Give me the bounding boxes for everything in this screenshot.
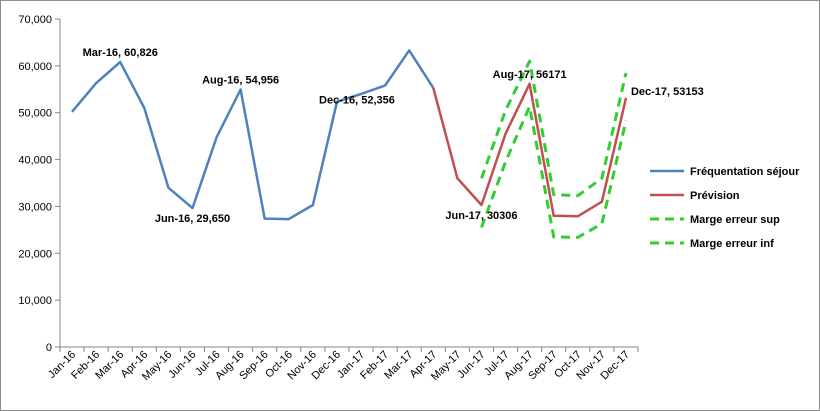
data-label: Dec-16, 52,356 bbox=[319, 95, 395, 107]
data-label: Mar-16, 60,826 bbox=[83, 47, 158, 59]
prevision-line bbox=[432, 82, 628, 218]
legend-label: Marge erreur inf bbox=[690, 238, 774, 250]
marge-sup-line bbox=[480, 59, 628, 198]
data-label: Aug-16, 54,956 bbox=[202, 74, 279, 86]
y-tick-label: 30,000 bbox=[18, 201, 52, 213]
data-label: Jun-17, 30306 bbox=[445, 210, 517, 222]
y-tick-label: 20,000 bbox=[18, 248, 52, 260]
data-label: Aug-17, 56171 bbox=[493, 69, 567, 81]
marge-inf-line bbox=[480, 105, 628, 239]
y-tick-label: 70,000 bbox=[18, 14, 52, 26]
y-tick-label: 50,000 bbox=[18, 108, 52, 120]
y-tick-label: 60,000 bbox=[18, 61, 52, 73]
x-tick-label: Jun-17 bbox=[455, 349, 487, 381]
y-tick-label: 0 bbox=[46, 342, 52, 354]
legend-label: Prévision bbox=[690, 190, 740, 202]
legend-label: Fréquentation séjour bbox=[690, 166, 800, 178]
legend-label: Marge erreur sup bbox=[690, 214, 780, 226]
data-label: Jun-16, 29,650 bbox=[155, 213, 230, 225]
y-tick-label: 10,000 bbox=[18, 295, 52, 307]
frequentation-line bbox=[71, 49, 435, 221]
x-tick-label: Jun-16 bbox=[166, 349, 198, 381]
y-tick-label: 40,000 bbox=[18, 155, 52, 167]
data-label: Dec-17, 53153 bbox=[631, 86, 704, 98]
